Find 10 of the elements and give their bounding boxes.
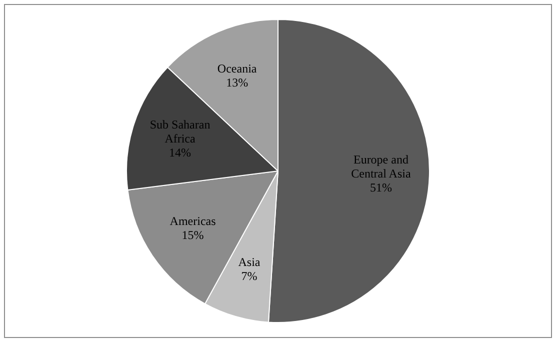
slice-label: Europe and Central Asia xyxy=(351,152,412,180)
slice-label: Americas xyxy=(170,214,216,228)
slice-label: Asia xyxy=(238,255,261,270)
slice-label: Sub Saharan Africa xyxy=(150,117,210,146)
data-label: 13% xyxy=(226,76,248,90)
slice-label: Oceania xyxy=(217,62,258,76)
data-label: 51% xyxy=(370,180,392,194)
data-label: 14% xyxy=(169,145,192,160)
data-label: 7% xyxy=(241,269,258,284)
data-label: 15% xyxy=(182,228,204,242)
